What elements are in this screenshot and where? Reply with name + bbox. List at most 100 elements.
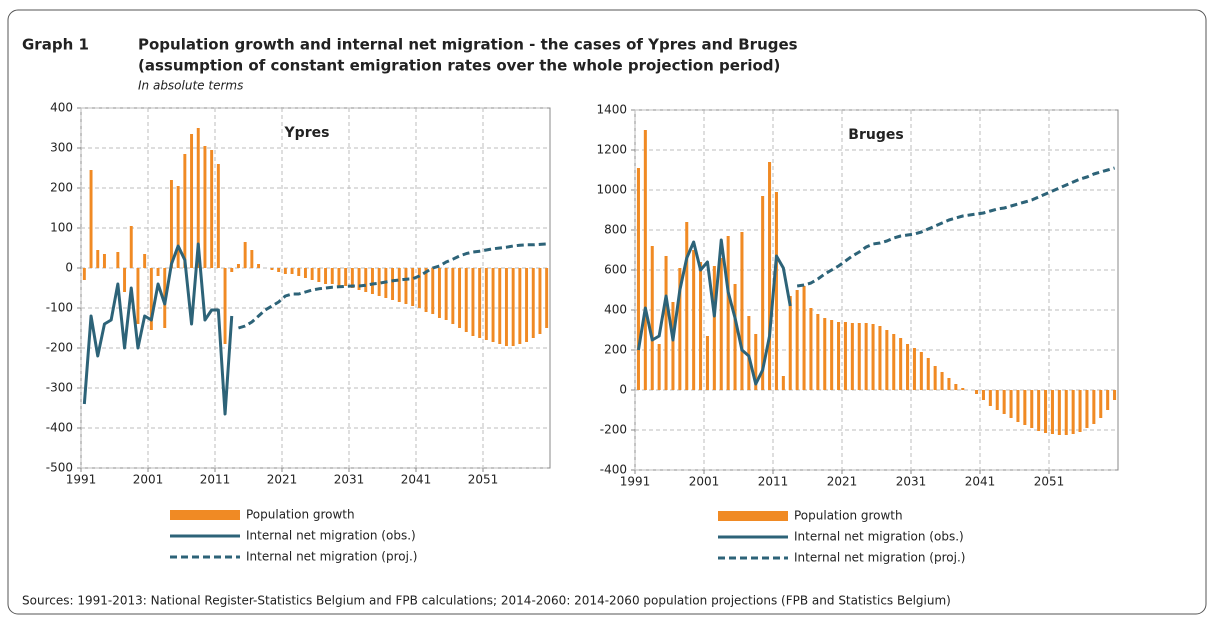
bar — [377, 268, 381, 296]
bar — [297, 268, 301, 276]
bar — [1099, 390, 1103, 418]
bar — [857, 323, 861, 390]
bar — [740, 232, 744, 390]
bar — [357, 268, 361, 290]
y-tick-label: -100 — [46, 301, 73, 315]
legend-label: Internal net migration (proj.) — [246, 550, 417, 564]
bar — [437, 268, 441, 318]
x-tick-label: 2031 — [334, 473, 365, 487]
x-tick-label: 2041 — [965, 475, 996, 489]
bar — [116, 252, 120, 268]
bar — [290, 268, 294, 274]
bar — [337, 268, 341, 286]
bar — [830, 320, 834, 390]
bar — [1023, 390, 1027, 425]
bar — [545, 268, 549, 328]
bar — [243, 242, 247, 268]
bar — [899, 338, 903, 390]
y-tick-label: -400 — [46, 421, 73, 435]
x-tick-label: 2001 — [133, 473, 164, 487]
bar — [850, 323, 854, 390]
bar — [1016, 390, 1020, 422]
y-tick-label: -200 — [600, 423, 627, 437]
bar — [364, 268, 368, 292]
bar — [196, 128, 200, 268]
bar — [1092, 390, 1096, 424]
bar — [871, 324, 875, 390]
bar — [919, 352, 923, 390]
bar — [525, 268, 529, 342]
line — [796, 166, 1115, 288]
x-tick-label: 1991 — [66, 473, 97, 487]
bar — [451, 268, 455, 324]
bar — [1106, 390, 1110, 410]
legend-label: Internal net migration (obs.) — [246, 529, 416, 543]
bar — [733, 284, 737, 390]
bar — [788, 296, 792, 390]
bar — [885, 330, 889, 390]
panel-title: Bruges — [848, 127, 903, 143]
bar — [216, 164, 220, 268]
bar — [843, 322, 847, 390]
bar — [391, 268, 395, 300]
bar — [795, 290, 799, 390]
bar — [1085, 390, 1089, 428]
bar — [404, 268, 408, 304]
x-tick-label: 2051 — [1034, 475, 1065, 489]
bar — [424, 268, 428, 312]
legend-label: Population growth — [794, 509, 903, 523]
line — [82, 242, 234, 416]
bar — [981, 390, 985, 400]
bar — [344, 268, 348, 286]
bar — [940, 372, 944, 390]
bar — [96, 250, 100, 268]
bar — [458, 268, 462, 328]
bar — [747, 316, 751, 390]
legend-label: Internal net migration (obs.) — [794, 530, 964, 544]
bar — [183, 154, 187, 268]
bar — [954, 384, 958, 390]
bar — [699, 262, 703, 390]
bar — [350, 268, 354, 288]
y-tick-label: 800 — [604, 223, 627, 237]
bar — [1037, 390, 1041, 431]
bar — [136, 268, 140, 324]
bar — [726, 236, 730, 390]
legend-label: Internal net migration (proj.) — [794, 551, 965, 565]
bar — [712, 266, 716, 390]
bar — [809, 308, 813, 390]
x-tick-label: 2011 — [758, 475, 789, 489]
bar — [444, 268, 448, 320]
bar — [636, 168, 640, 390]
legend-swatch — [718, 511, 788, 521]
bar — [1057, 390, 1061, 435]
graph-label: Graph 1 — [22, 36, 89, 54]
y-tick-label: 300 — [50, 141, 73, 155]
bar — [692, 250, 696, 390]
line — [636, 238, 792, 386]
bar — [317, 268, 321, 282]
bar — [370, 268, 374, 294]
y-tick-label: 0 — [619, 383, 627, 397]
bar — [518, 268, 522, 344]
bar — [210, 150, 214, 268]
bar — [397, 268, 401, 302]
bar — [643, 130, 647, 390]
bar — [678, 268, 682, 390]
bar — [864, 323, 868, 390]
y-tick-label: 0 — [65, 261, 73, 275]
y-tick-label: 1400 — [596, 103, 627, 117]
bar — [176, 186, 180, 268]
bar — [270, 268, 274, 270]
bar — [912, 348, 916, 390]
bar — [169, 180, 173, 268]
bar — [303, 268, 307, 278]
bar — [417, 268, 421, 308]
bar — [277, 268, 281, 272]
bar — [464, 268, 468, 332]
title: (assumption of constant emigration rates… — [138, 57, 780, 75]
bar — [283, 268, 287, 274]
panel-title: Ypres — [284, 125, 330, 141]
bar — [685, 222, 689, 390]
